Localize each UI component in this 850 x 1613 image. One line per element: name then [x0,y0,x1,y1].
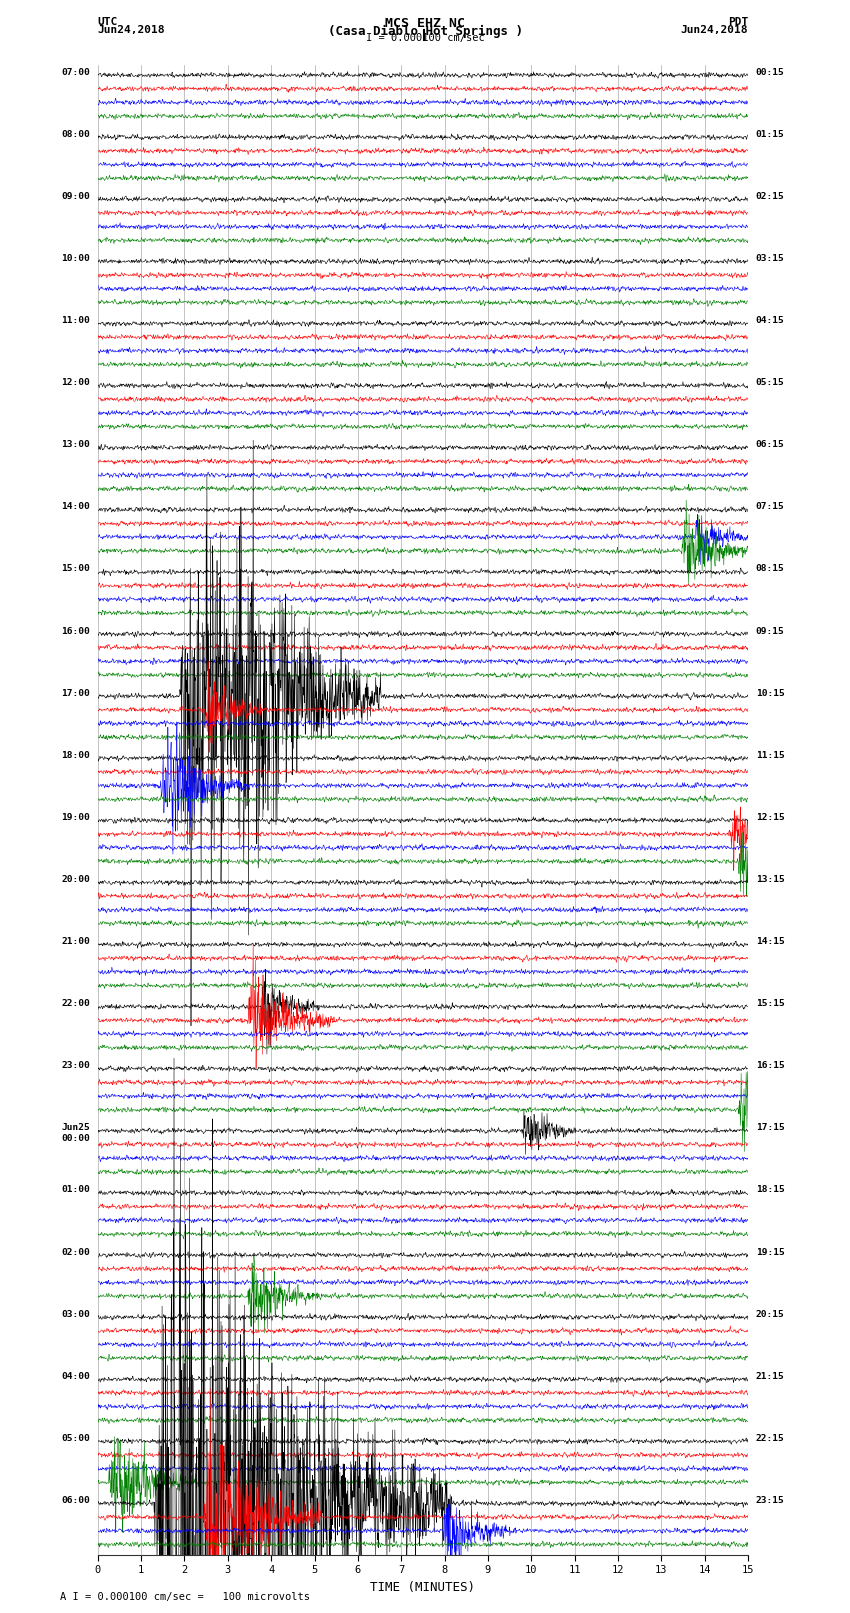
Text: 06:00: 06:00 [61,1495,90,1505]
Text: 22:00: 22:00 [61,998,90,1008]
Text: MCS EHZ NC: MCS EHZ NC [385,18,465,31]
Text: 20:15: 20:15 [756,1310,785,1319]
Text: 21:00: 21:00 [61,937,90,947]
Text: Jun24,2018: Jun24,2018 [681,24,748,35]
Text: 20:00: 20:00 [61,874,90,884]
Text: 05:15: 05:15 [756,377,785,387]
Text: 04:00: 04:00 [61,1371,90,1381]
Text: PDT: PDT [728,18,748,27]
Text: 07:15: 07:15 [756,502,785,511]
Text: 01:15: 01:15 [756,129,785,139]
Text: 17:00: 17:00 [61,689,90,698]
Text: I = 0.000100 cm/sec: I = 0.000100 cm/sec [366,32,484,44]
Text: 15:00: 15:00 [61,565,90,574]
Text: 10:15: 10:15 [756,689,785,698]
Text: 16:15: 16:15 [756,1061,785,1071]
Text: 23:15: 23:15 [756,1495,785,1505]
Text: 15:15: 15:15 [756,998,785,1008]
Text: Jun24,2018: Jun24,2018 [98,24,165,35]
Text: 18:15: 18:15 [756,1186,785,1195]
Text: 13:15: 13:15 [756,874,785,884]
Text: 18:00: 18:00 [61,750,90,760]
Text: 16:00: 16:00 [61,626,90,636]
Text: 04:15: 04:15 [756,316,785,326]
Text: 14:15: 14:15 [756,937,785,947]
Text: 02:15: 02:15 [756,192,785,202]
Text: 09:15: 09:15 [756,626,785,636]
Text: 17:15: 17:15 [756,1123,785,1132]
Text: 12:15: 12:15 [756,813,785,823]
Text: 11:00: 11:00 [61,316,90,326]
Text: 09:00: 09:00 [61,192,90,202]
Text: 12:00: 12:00 [61,377,90,387]
Text: 08:00: 08:00 [61,129,90,139]
Text: 00:15: 00:15 [756,68,785,77]
Text: 03:15: 03:15 [756,253,785,263]
Text: 23:00: 23:00 [61,1061,90,1071]
Text: 07:00: 07:00 [61,68,90,77]
Text: 13:00: 13:00 [61,440,90,450]
Text: 19:15: 19:15 [756,1247,785,1257]
Text: UTC: UTC [98,18,118,27]
Text: 22:15: 22:15 [756,1434,785,1444]
X-axis label: TIME (MINUTES): TIME (MINUTES) [371,1581,475,1594]
Text: 06:15: 06:15 [756,440,785,450]
Text: 08:15: 08:15 [756,565,785,574]
Text: 10:00: 10:00 [61,253,90,263]
Text: 19:00: 19:00 [61,813,90,823]
Text: Jun25
00:00: Jun25 00:00 [61,1123,90,1142]
Text: 03:00: 03:00 [61,1310,90,1319]
Text: (Casa Diablo Hot Springs ): (Casa Diablo Hot Springs ) [327,24,523,39]
Text: 05:00: 05:00 [61,1434,90,1444]
Text: 01:00: 01:00 [61,1186,90,1195]
Text: 21:15: 21:15 [756,1371,785,1381]
Text: A I = 0.000100 cm/sec =   100 microvolts: A I = 0.000100 cm/sec = 100 microvolts [60,1592,309,1602]
Text: 11:15: 11:15 [756,750,785,760]
Text: 02:00: 02:00 [61,1247,90,1257]
Text: 14:00: 14:00 [61,502,90,511]
